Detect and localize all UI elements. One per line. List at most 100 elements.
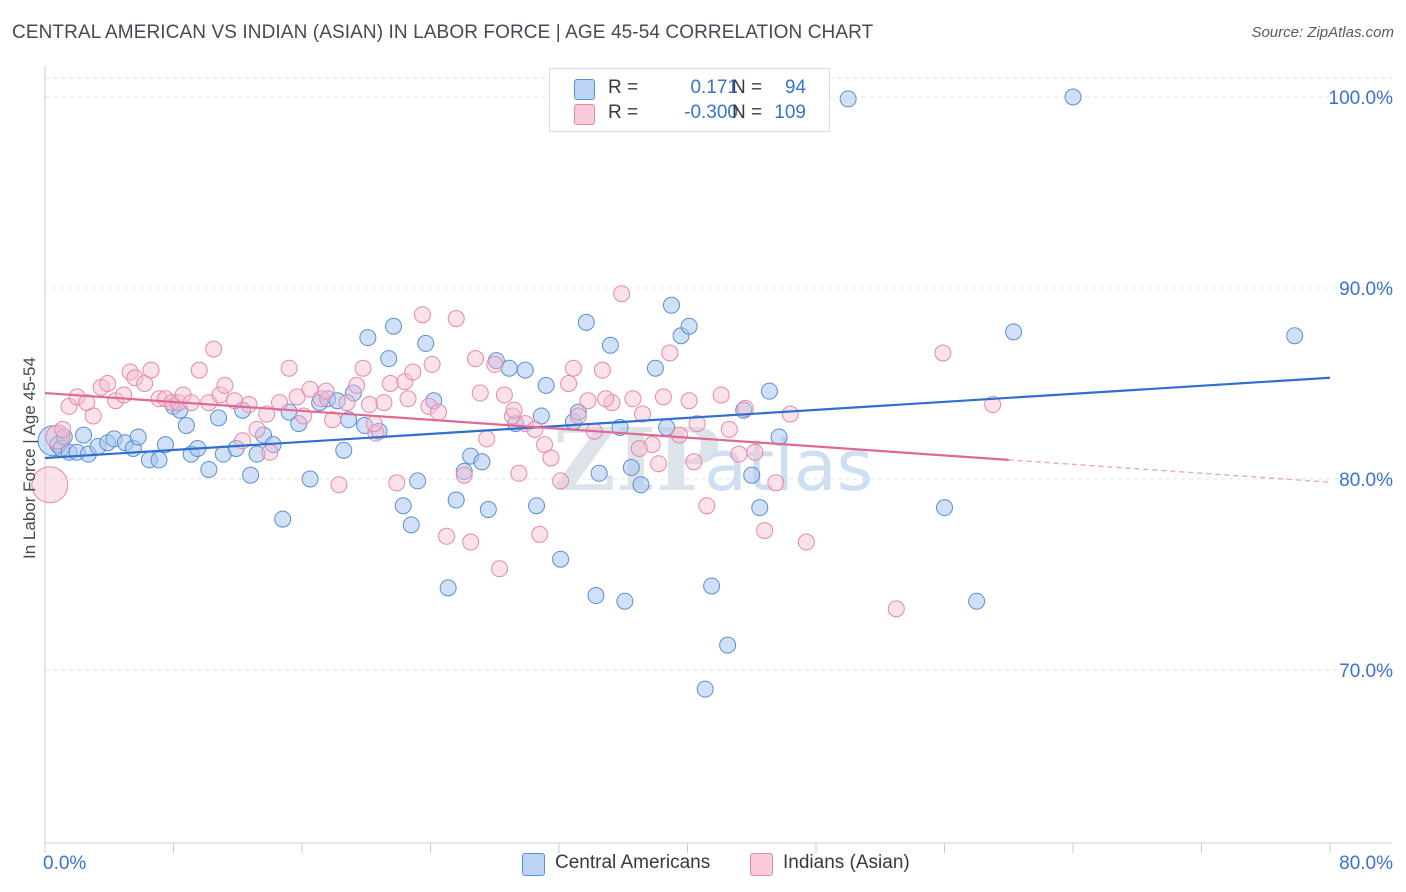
data-point [680, 317, 698, 335]
data-point [643, 436, 661, 454]
data-point [381, 375, 399, 392]
data-point [593, 361, 611, 379]
data-point [688, 415, 706, 433]
data-point [150, 390, 168, 408]
data-point [84, 407, 102, 425]
data-point [579, 392, 597, 410]
data-point [360, 396, 378, 414]
y-axis-label: In Labor Force | Age 45-54 [20, 357, 39, 559]
legend-swatch-pink [574, 104, 595, 125]
data-point [760, 382, 778, 400]
data-point [756, 522, 774, 540]
data-point [478, 430, 496, 448]
data-point [466, 350, 484, 368]
data-point [177, 417, 195, 435]
data-point [156, 436, 174, 454]
tick-labels: 70.0% 80.0% 90.0% 100.0% 0.0% 80.0% [43, 88, 1393, 874]
y-tick-label: 90.0% [1339, 279, 1393, 300]
data-point [394, 497, 412, 515]
bottom-legend-swatch-pink [750, 853, 773, 876]
data-point [258, 405, 276, 423]
data-point [698, 497, 716, 515]
legend-n-value: 94 [784, 77, 806, 98]
data-point [719, 636, 737, 654]
data-point [99, 375, 117, 392]
data-point [420, 397, 438, 415]
data-point [720, 420, 738, 438]
data-point [413, 306, 431, 324]
data-point [455, 466, 473, 484]
data-point [354, 359, 372, 377]
data-point [45, 424, 71, 450]
data-point [736, 399, 754, 417]
data-point [569, 403, 587, 421]
data-point [240, 396, 258, 414]
data-point [516, 361, 534, 379]
series-indians-asian [31, 285, 1002, 618]
data-point [121, 363, 139, 381]
data-point [887, 600, 905, 618]
watermark-zip: ZIP [553, 410, 721, 511]
data-point [399, 390, 417, 408]
legend-r-label: R = [608, 102, 639, 123]
source-label: Source: ZipAtlas.com [1251, 24, 1394, 41]
data-point [984, 396, 1002, 414]
data-point [531, 525, 549, 543]
data-point [503, 407, 521, 425]
data-point [200, 460, 218, 478]
data-point [552, 550, 570, 568]
data-point [471, 384, 489, 402]
data-point [936, 499, 953, 517]
data-point [205, 340, 223, 358]
data-point [126, 369, 144, 387]
data-point [622, 459, 640, 477]
data-point [209, 409, 227, 427]
data-point [646, 359, 664, 377]
data-point [526, 420, 544, 438]
data-point [712, 386, 730, 404]
data-point [613, 285, 631, 303]
data-point [261, 443, 279, 461]
x-tick-label: 80.0% [1339, 853, 1393, 874]
data-point [680, 392, 698, 410]
data-point [654, 388, 672, 406]
data-point [54, 420, 72, 438]
data-point [1286, 327, 1304, 345]
data-point [601, 336, 619, 354]
data-point [528, 497, 546, 515]
data-point [934, 344, 952, 362]
data-point [597, 390, 615, 408]
data-point [330, 476, 348, 494]
data-point [388, 474, 406, 492]
data-point [505, 401, 523, 419]
data-point [150, 451, 168, 469]
data-point [385, 317, 403, 335]
data-point [1005, 323, 1023, 341]
data-point [274, 510, 292, 528]
data-point [564, 359, 582, 377]
data-point [670, 426, 688, 444]
watermark: ZIP atlas [553, 410, 873, 511]
data-point [380, 350, 398, 368]
legend-n-label: N = [732, 77, 763, 98]
data-point [1064, 88, 1082, 106]
data-point [31, 466, 69, 504]
data-point [587, 587, 605, 605]
legend-swatch-blue [574, 79, 595, 100]
data-point [537, 376, 555, 394]
data-point [968, 592, 986, 610]
data-point [455, 462, 473, 480]
data-point [569, 407, 587, 425]
data-point [439, 579, 457, 597]
data-point [430, 403, 448, 421]
stats-legend: R = 0.171 N = 94 R = -0.300 N = 109 [549, 68, 830, 132]
data-point [743, 466, 761, 484]
data-point [797, 533, 815, 551]
data-point [335, 441, 353, 459]
data-point [746, 443, 764, 461]
data-point [425, 392, 443, 410]
data-point [839, 90, 857, 108]
data-point [473, 453, 491, 471]
data-point [751, 499, 769, 517]
legend-r-label: R = [608, 77, 639, 98]
